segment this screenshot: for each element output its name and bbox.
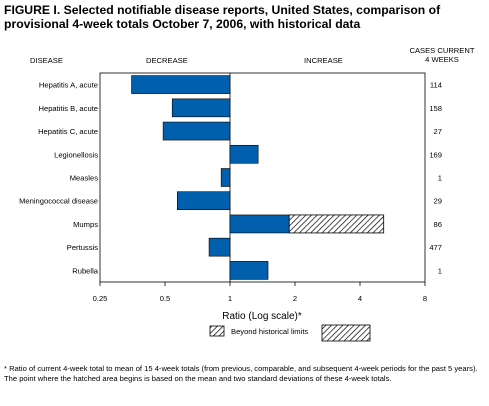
bar (176, 191, 231, 211)
category-labels: Hepatitis A, acute Hepatitis B, acute Hepa… (19, 81, 99, 276)
bar (131, 75, 231, 94)
category-label: Measles (70, 174, 98, 183)
decrease-header: DECREASE (146, 56, 188, 65)
cases-values: 114 158 27 169 1 29 86 477 1 (429, 81, 442, 276)
cases-value: 158 (429, 104, 442, 113)
x-tick-label: 8 (423, 294, 427, 303)
cases-value: 27 (434, 127, 442, 136)
bars-group (131, 75, 385, 280)
figure-title: FIGURE I. Selected notifiable disease re… (4, 3, 441, 31)
category-label: Pertussis (67, 243, 98, 252)
cases-value: 29 (434, 197, 442, 206)
cases-value: 1 (438, 174, 442, 183)
bar (229, 214, 290, 234)
x-axis-ticks: 0.25 0.5 1 2 4 8 (93, 282, 427, 303)
increase-header: INCREASE (304, 56, 343, 65)
category-label: Hepatitis C, acute (38, 127, 98, 136)
category-label: Legionellosis (54, 150, 98, 159)
x-tick-label: 1 (228, 294, 232, 303)
cases-header-line1: CASES CURRENT (409, 46, 475, 55)
bar (229, 144, 259, 164)
legend-swatch-large (321, 324, 371, 342)
cases-header-line2: 4 WEEKS (425, 55, 459, 64)
legend-label: Beyond historical limits (231, 327, 308, 336)
x-tick-label: 0.25 (93, 294, 108, 303)
x-tick-label: 2 (293, 294, 297, 303)
x-tick-label: 4 (358, 294, 362, 303)
cases-value: 1 (438, 266, 442, 275)
bar (220, 168, 231, 187)
category-label: Mumps (73, 220, 98, 229)
cases-value: 477 (429, 243, 442, 252)
category-label: Hepatitis A, acute (39, 81, 98, 90)
x-axis-label: Ratio (Log scale)* (222, 311, 302, 322)
x-tick-label: 0.5 (160, 294, 171, 303)
footnote: * Ratio of current 4-week total to mean … (4, 364, 478, 383)
cases-column-header: CASES CURRENT 4 WEEKS (400, 46, 484, 64)
disease-column-header: DISEASE (30, 56, 63, 65)
cases-value: 114 (430, 81, 442, 90)
cases-value: 86 (434, 220, 442, 229)
category-label: Meningococcal disease (19, 197, 98, 206)
cases-value: 169 (429, 150, 442, 159)
category-label: Rubella (72, 266, 99, 275)
bar (229, 261, 269, 280)
bar-beyond-limits (288, 214, 385, 234)
legend-swatch-small (209, 325, 225, 337)
plot-frame (99, 72, 426, 283)
bar (208, 237, 231, 257)
bar (162, 121, 231, 141)
bar (171, 98, 231, 118)
category-label: Hepatitis B, acute (38, 104, 98, 113)
